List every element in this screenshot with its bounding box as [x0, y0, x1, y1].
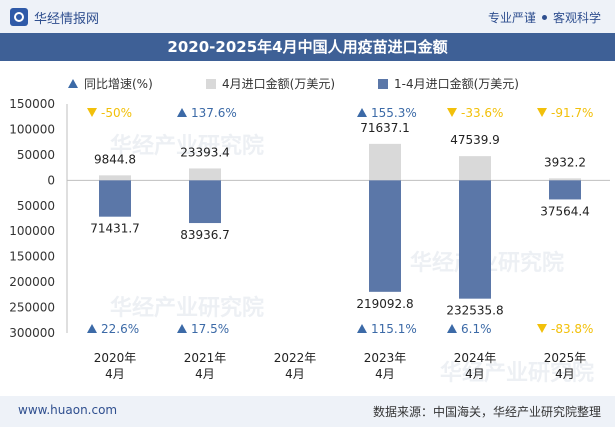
footer-source: 数据来源：中国海关，华经产业研究院整理 — [372, 405, 601, 419]
legend: 同比增速(%) 4月进口金额(万美元) 1-4月进口金额(万美元) — [0, 73, 615, 93]
up-triangle-icon — [68, 79, 78, 88]
yoy-april-label: -50% — [101, 106, 132, 120]
x-tick-label: 4月 — [375, 367, 395, 381]
y-tick-label: 50000 — [17, 199, 55, 213]
yoy-april-label: -33.6% — [461, 106, 503, 120]
x-tick-label: 4月 — [555, 367, 575, 381]
cumulative-data-label: 232535.8 — [446, 304, 503, 318]
april-data-label: 23393.4 — [180, 145, 230, 159]
x-tick-label: 4月 — [465, 367, 485, 381]
legend-cumulative-swatch — [378, 78, 388, 89]
yoy-cumulative-label: 6.1% — [461, 322, 492, 336]
cumulative-data-label: 83936.7 — [180, 228, 230, 242]
april-bar — [189, 168, 221, 181]
footer-website[interactable]: www.huaon.com — [18, 403, 118, 417]
up-triangle-icon — [357, 108, 367, 117]
y-tick-label: 150000 — [9, 250, 55, 264]
cumulative-bar — [99, 180, 131, 217]
yoy-cumulative-label: -83.8% — [551, 322, 593, 336]
slogan: 专业严谨 客观科学 — [488, 9, 601, 26]
x-tick-label: 4月 — [105, 367, 125, 381]
legend-yoy: 同比增速(%) — [68, 75, 153, 92]
y-tick-label: 50000 — [17, 148, 55, 162]
yoy-cumulative-label: 115.1% — [371, 322, 417, 336]
down-triangle-icon — [537, 108, 547, 117]
cumulative-bar — [189, 180, 221, 224]
x-tick-label: 4月 — [195, 367, 215, 381]
logo[interactable]: 华经情报网 — [10, 8, 100, 27]
april-bar — [459, 156, 491, 181]
april-data-label: 9844.8 — [94, 152, 136, 166]
up-triangle-icon — [447, 324, 457, 333]
top-bar: 华经情报网 专业严谨 客观科学 — [0, 0, 615, 33]
cumulative-data-label: 219092.8 — [356, 297, 413, 311]
legend-cumulative-label: 1-4月进口金额(万美元) — [394, 77, 519, 91]
x-tick-label: 2023年 — [364, 351, 407, 365]
chart-title: 2020-2025年4月中国人用疫苗进口金额 — [0, 33, 615, 61]
y-tick-label: 250000 — [9, 301, 55, 315]
cumulative-bar — [369, 180, 401, 292]
x-tick-label: 2024年 — [454, 351, 497, 365]
dot-icon — [541, 15, 547, 20]
slogan-a: 专业严谨 — [487, 11, 536, 25]
yoy-cumulative-label: 22.6% — [101, 322, 139, 336]
x-tick-label: 2022年 — [274, 351, 317, 365]
slogan-b: 客观科学 — [552, 11, 601, 25]
yoy-cumulative-label: 17.5% — [191, 322, 229, 336]
cumulative-data-label: 71431.7 — [90, 222, 140, 236]
y-tick-label: 150000 — [9, 97, 55, 111]
y-tick-label: 100000 — [9, 122, 55, 136]
bar-chart: 150000 100000 50000 0 50000 100000 150000 20000… — [9, 97, 610, 381]
cumulative-bar — [459, 180, 491, 299]
cumulative-bar — [549, 180, 581, 200]
y-tick-label: 0 — [47, 173, 55, 187]
cumulative-data-label: 37564.4 — [540, 204, 590, 218]
x-tick-label: 2025年 — [544, 351, 587, 365]
legend-cumulative: 1-4月进口金额(万美元) — [378, 75, 519, 92]
logo-icon — [10, 8, 28, 26]
up-triangle-icon — [87, 324, 97, 333]
up-triangle-icon — [357, 324, 367, 333]
april-bar — [549, 178, 581, 181]
yoy-april-label: 137.6% — [191, 106, 237, 120]
legend-yoy-label: 同比增速(%) — [84, 77, 153, 91]
legend-april: 4月进口金额(万美元) — [206, 75, 335, 92]
up-triangle-icon — [177, 324, 187, 333]
down-triangle-icon — [87, 108, 97, 117]
site-name: 华经情报网 — [34, 11, 100, 27]
april-data-label: 71637.1 — [360, 121, 410, 135]
up-triangle-icon — [177, 108, 187, 117]
yoy-april-label: -91.7% — [551, 106, 593, 120]
yoy-april-label: 155.3% — [371, 106, 417, 120]
down-triangle-icon — [447, 108, 457, 117]
april-data-label: 3932.2 — [544, 155, 586, 169]
legend-april-label: 4月进口金额(万美元) — [222, 77, 335, 91]
x-tick-label: 4月 — [285, 367, 305, 381]
april-bar — [369, 143, 401, 181]
y-tick-label: 100000 — [9, 224, 55, 238]
x-tick-label: 2021年 — [184, 351, 227, 365]
x-tick-label: 2020年 — [94, 351, 137, 365]
y-tick-label: 300000 — [9, 326, 55, 340]
y-tick-label: 200000 — [9, 275, 55, 289]
footer: www.huaon.com 数据来源：中国海关，华经产业研究院整理 — [0, 396, 615, 427]
down-triangle-icon — [537, 324, 547, 333]
legend-april-swatch — [206, 78, 216, 89]
april-bar — [99, 175, 131, 181]
april-data-label: 47539.9 — [450, 133, 500, 147]
